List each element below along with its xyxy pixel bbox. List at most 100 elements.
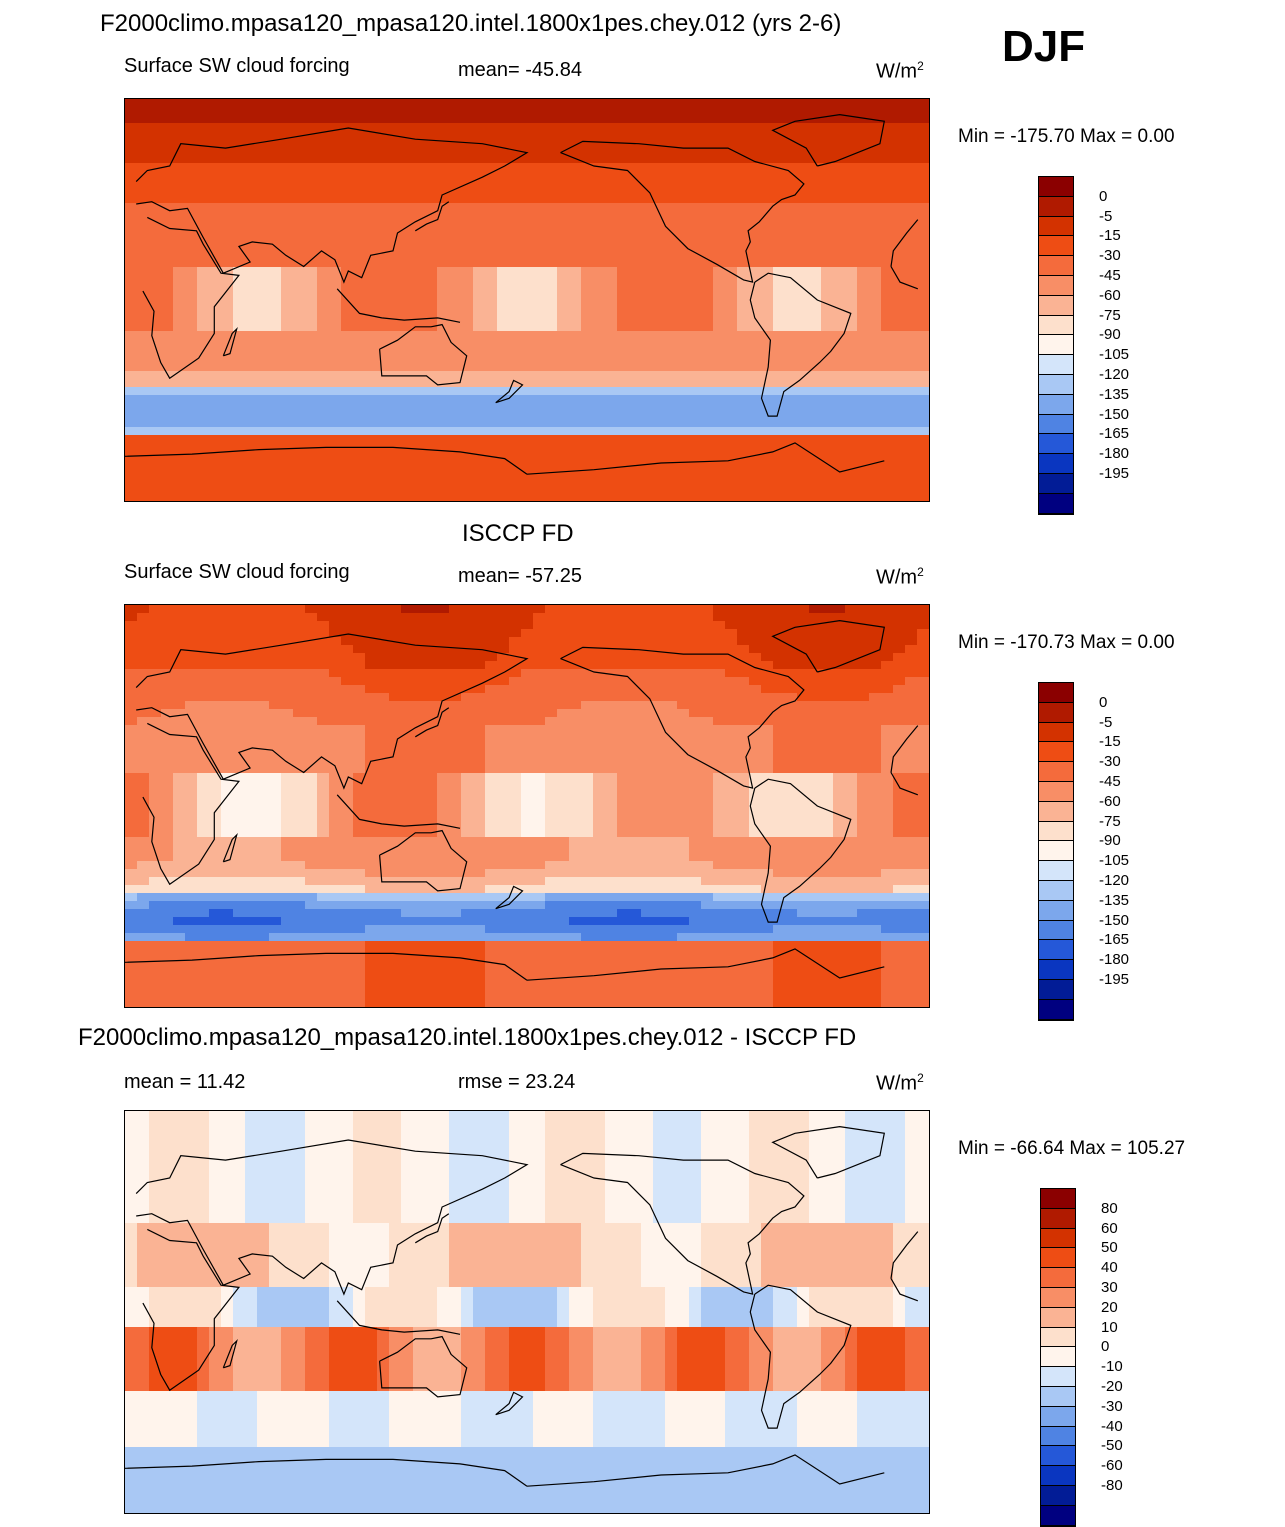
- panel1-map-cell: [617, 155, 630, 164]
- panel2-map-cell: [881, 645, 894, 654]
- panel1-map-cell: [497, 195, 510, 204]
- panel2-map-cell: [389, 677, 402, 686]
- panel1-map-cell: [737, 123, 750, 132]
- panel2-map-cell: [545, 613, 558, 622]
- panel1-map-cell: [425, 427, 438, 436]
- panel1-map-cell: [689, 443, 702, 452]
- panel1-map-cell: [533, 395, 546, 404]
- panel2-map-cell: [641, 773, 654, 782]
- panel1-map-cell: [233, 475, 246, 484]
- panel1-map-cell: [569, 411, 582, 420]
- panel1-map-cell: [353, 491, 366, 500]
- panel2-map-cell: [773, 677, 786, 686]
- panel1-map-cell: [377, 411, 390, 420]
- panel1-map-cell: [353, 379, 366, 388]
- panel2-map-cell: [641, 629, 654, 638]
- panel1-map-cell: [317, 107, 330, 116]
- panel2-map-cell: [341, 605, 354, 614]
- panel1-map-cell: [629, 179, 642, 188]
- panel1-map-cell: [245, 451, 258, 460]
- panel1-map-cell: [713, 419, 726, 428]
- panel1-map-cell: [377, 419, 390, 428]
- panel2-map-cell: [245, 749, 258, 758]
- panel1-map-cell: [269, 115, 282, 124]
- panel1-map-cell: [689, 315, 702, 324]
- panel1-map-cell: [617, 283, 630, 292]
- panel1-map-cell: [185, 107, 198, 116]
- panel1-map-cell: [173, 299, 186, 308]
- panel1-map-cell: [425, 203, 438, 212]
- panel1-map-cell: [797, 307, 810, 316]
- panel2-map-cell: [125, 613, 138, 622]
- panel1-map-cell: [605, 331, 618, 340]
- panel2-map-cell: [365, 685, 378, 694]
- panel1-map-cell: [677, 323, 690, 332]
- panel1-map-cell: [689, 491, 702, 500]
- panel2-map-cell: [365, 709, 378, 718]
- panel1-map-cell: [845, 419, 858, 428]
- panel1-map-cell: [725, 435, 738, 444]
- panel2-map-cell: [893, 605, 906, 614]
- panel1-map-cell: [209, 187, 222, 196]
- panel1-map-cell: [593, 499, 606, 501]
- panel1-map-cell: [581, 171, 594, 180]
- panel1-map-cell: [353, 123, 366, 132]
- panel2-units: W/m2: [876, 565, 924, 589]
- panel1-map-cell: [149, 339, 162, 348]
- panel1-map-cell: [149, 491, 162, 500]
- panel1-map-cell: [677, 147, 690, 156]
- panel1-map-cell: [773, 323, 786, 332]
- panel1-map-cell: [209, 499, 222, 501]
- panel1-map-cell: [665, 163, 678, 172]
- panel1-map-cell: [533, 267, 546, 276]
- panel1-map-cell: [425, 283, 438, 292]
- panel1-map-cell: [905, 427, 918, 436]
- panel2-map-cell: [581, 661, 594, 670]
- panel1-map-cell: [761, 147, 774, 156]
- panel1-map-cell: [305, 499, 318, 501]
- panel1-map-cell: [713, 459, 726, 468]
- panel1-map-cell: [881, 411, 894, 420]
- panel1-map-cell: [701, 419, 714, 428]
- panel1-map-cell: [605, 347, 618, 356]
- panel2-map-cell: [809, 733, 822, 742]
- panel1-map-cell: [197, 387, 210, 396]
- panel1-map-cell: [281, 331, 294, 340]
- panel1-map-cell: [173, 203, 186, 212]
- panel2-map-cell: [197, 773, 210, 782]
- panel1-map-cell: [305, 467, 318, 476]
- panel1-map-cell: [341, 107, 354, 116]
- panel1-map-cell: [233, 171, 246, 180]
- panel1-map-cell: [917, 115, 929, 124]
- panel2-map-cell: [533, 677, 546, 686]
- panel2-map-cell: [557, 733, 570, 742]
- panel1-map-cell: [401, 139, 414, 148]
- panel1-map-cell: [413, 459, 426, 468]
- panel2-map-cell: [617, 781, 630, 790]
- panel1-map-cell: [713, 339, 726, 348]
- panel1-map-cell: [797, 147, 810, 156]
- panel1-map-cell: [773, 363, 786, 372]
- panel1-map-cell: [533, 187, 546, 196]
- panel2-map-cell: [149, 709, 162, 718]
- panel2-map-cell: [197, 733, 210, 742]
- panel2-map-cell: [401, 637, 414, 646]
- panel1-map-cell: [701, 427, 714, 436]
- panel2-map-cell: [545, 749, 558, 758]
- panel2-map-cell: [641, 741, 654, 750]
- panel1-map-cell: [353, 435, 366, 444]
- panel1-map-cell: [809, 171, 822, 180]
- panel1-map-cell: [437, 107, 450, 116]
- panel1-map-cell: [821, 203, 834, 212]
- panel1-map-cell: [797, 483, 810, 492]
- panel1-map-cell: [353, 171, 366, 180]
- panel1-map-cell: [833, 227, 846, 236]
- panel2-map-cell: [245, 653, 258, 662]
- panel2-map-cell: [521, 701, 534, 710]
- panel1-map-cell: [833, 491, 846, 500]
- panel2-map-cell: [857, 701, 870, 710]
- panel1-map-cell: [509, 171, 522, 180]
- panel1-map-cell: [269, 387, 282, 396]
- panel1-map-cell: [701, 483, 714, 492]
- panel1-map-cell: [869, 451, 882, 460]
